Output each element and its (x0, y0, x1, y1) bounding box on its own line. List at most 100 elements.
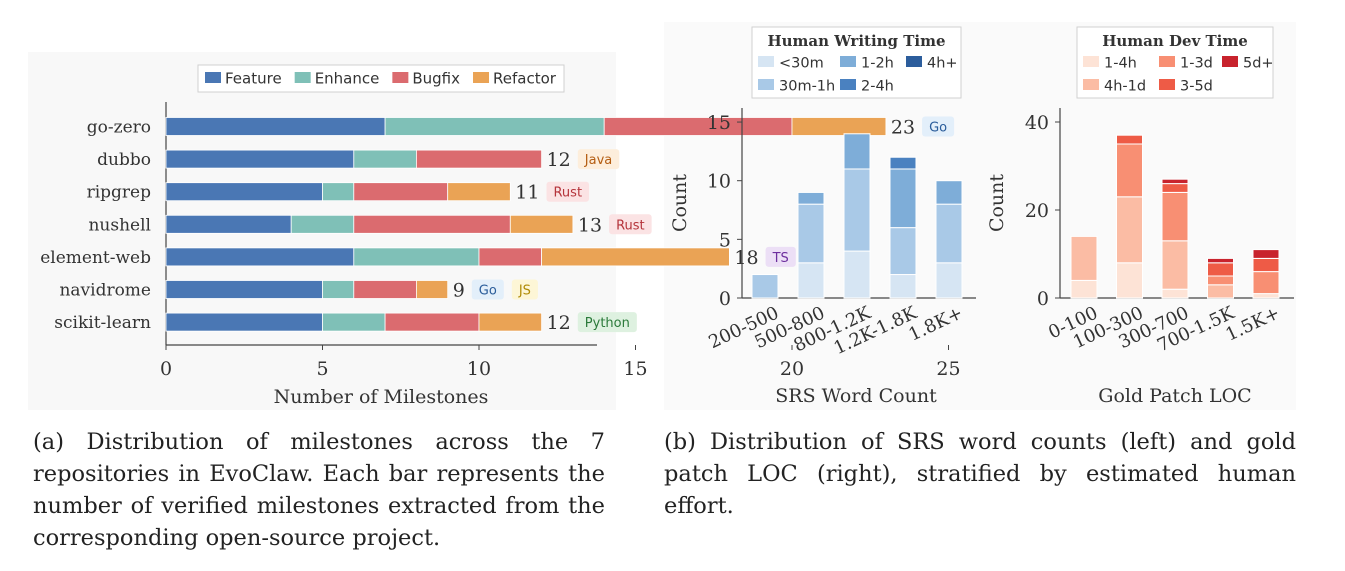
language-badge (546, 181, 590, 202)
legend-label: 1-2h (861, 56, 894, 72)
legend-label: 4h-1d (1104, 79, 1146, 95)
bar-segment-chart-b-right (1207, 275, 1234, 286)
y-tick-label: 10 (707, 171, 731, 193)
bar-segment-bugfix (384, 312, 480, 332)
legend-label: 3-5d (1180, 79, 1213, 95)
bar-segment-chart-b-right (1116, 262, 1143, 299)
bar-segment-feature (165, 247, 355, 267)
legend-swatch (1159, 56, 1175, 67)
bar-total-label: 9 (453, 280, 465, 302)
language-badge-label: TS (772, 251, 789, 266)
bar-segment-enhance (322, 312, 386, 332)
bar-segment-chart-b-right (1207, 262, 1234, 277)
chart-b-right-y-axis-title: Count (986, 174, 1008, 232)
bar-segment-chart-b-left (935, 203, 963, 264)
bar-segment-chart-b-left (843, 250, 871, 299)
x-tick-label: 20 (780, 358, 804, 380)
y-tick-label: go-zero (87, 118, 151, 138)
bar-segment-bugfix (603, 117, 793, 136)
bar-segment-chart-b-left (797, 262, 825, 299)
bar-total-label: 13 (578, 214, 602, 236)
bar-segment-bugfix (353, 280, 417, 299)
chart-b-right-x-axis-title: Gold Patch LOC (1098, 385, 1251, 407)
bar-segment-chart-b-left (843, 168, 871, 252)
bar-segment-chart-b-right (1116, 196, 1143, 264)
legend-swatch (1159, 79, 1175, 90)
legend-label: 30m-1h (779, 79, 835, 95)
legend-swatch (840, 56, 856, 67)
legend-swatch-bugfix (392, 72, 409, 83)
bar-segment-chart-b-left (935, 180, 963, 205)
legend-swatch (906, 56, 922, 67)
language-badge-label: Rust (553, 186, 582, 201)
y-tick-label: 0 (719, 288, 731, 310)
language-badge (511, 279, 538, 300)
x-tick-label: 10 (467, 358, 491, 380)
bar-segment-chart-b-right (1252, 257, 1280, 273)
bar-segment-chart-b-left (889, 227, 917, 276)
caption-a: (a) Distribution of milestones across th… (33, 429, 605, 551)
language-badge-label: Java (584, 153, 612, 168)
bar-segment-feature (165, 182, 323, 202)
bar-segment-chart-b-left (935, 262, 963, 299)
legend-label-refactor: Refactor (493, 70, 557, 88)
legend-label: 4h+ (927, 56, 958, 72)
bar-segment-chart-b-right (1161, 288, 1189, 299)
y-tick-label: 20 (1025, 200, 1049, 222)
language-badge-label: Go (929, 121, 947, 136)
bar-segment-chart-b-left (889, 168, 917, 229)
language-badge-label: Rust (616, 218, 645, 233)
bar-segment-bugfix (415, 149, 542, 169)
bar-segment-bugfix (353, 182, 449, 202)
language-badge (922, 116, 955, 137)
bar-segment-refactor (791, 117, 887, 136)
legend-swatch-refactor (473, 72, 490, 83)
chart-a-legend-box (197, 64, 565, 93)
legend-swatch (1083, 56, 1099, 67)
bar-segment-feature (165, 149, 355, 169)
bar-segment-chart-b-right (1252, 271, 1280, 295)
legend-label: 2-4h (861, 79, 894, 95)
y-tick-label: 15 (707, 112, 731, 134)
language-badge-label: JS (518, 284, 531, 299)
bar-total-label: 18 (734, 247, 758, 269)
language-badge-label: Go (479, 284, 497, 299)
language-badge (471, 279, 504, 300)
bar-segment-chart-b-right (1161, 240, 1189, 290)
y-tick-label: 0 (1037, 288, 1049, 310)
x-tick-label: 0 (160, 358, 172, 380)
bar-segment-refactor (478, 312, 542, 332)
language-badge (765, 246, 796, 267)
legend-label-bugfix: Bugfix (412, 70, 460, 88)
y-tick-label: element-web (40, 248, 151, 268)
bar-segment-chart-b-right (1252, 293, 1280, 299)
bar-segment-chart-b-left (889, 274, 917, 299)
bar-segment-chart-b-right (1207, 257, 1234, 264)
bar-segment-chart-b-right (1116, 143, 1143, 198)
bar-segment-feature (165, 280, 323, 299)
legend-swatch (758, 79, 774, 90)
x-tick-label: 15 (623, 358, 647, 380)
bar-segment-feature (165, 312, 323, 332)
legend-swatch-enhance (294, 72, 311, 83)
legend-label: 1-4h (1104, 56, 1137, 72)
legend-swatch (758, 56, 774, 67)
legend-swatch (1083, 79, 1099, 90)
bar-segment-refactor (541, 247, 730, 267)
bar-segment-chart-b-right (1252, 249, 1280, 259)
bar-segment-chart-b-left (797, 203, 825, 264)
language-badge-label: Python (585, 316, 630, 331)
chart-b-right-legend-title: Human Dev Time (1102, 32, 1248, 50)
language-badge (609, 214, 652, 235)
caption-b: (b) Distribution of SRS word counts (lef… (664, 429, 1296, 519)
legend-label-enhance: Enhance (315, 70, 380, 88)
bar-segment-bugfix (353, 214, 511, 234)
legend-swatch (1222, 56, 1238, 67)
bar-segment-enhance (353, 149, 417, 169)
language-badge (577, 149, 620, 170)
bar-segment-enhance (290, 214, 355, 234)
bar-total-label: 12 (547, 312, 571, 334)
bar-segment-chart-b-left (797, 191, 825, 205)
bar-segment-chart-b-right (1161, 191, 1189, 242)
legend-label: <30m (779, 56, 824, 72)
